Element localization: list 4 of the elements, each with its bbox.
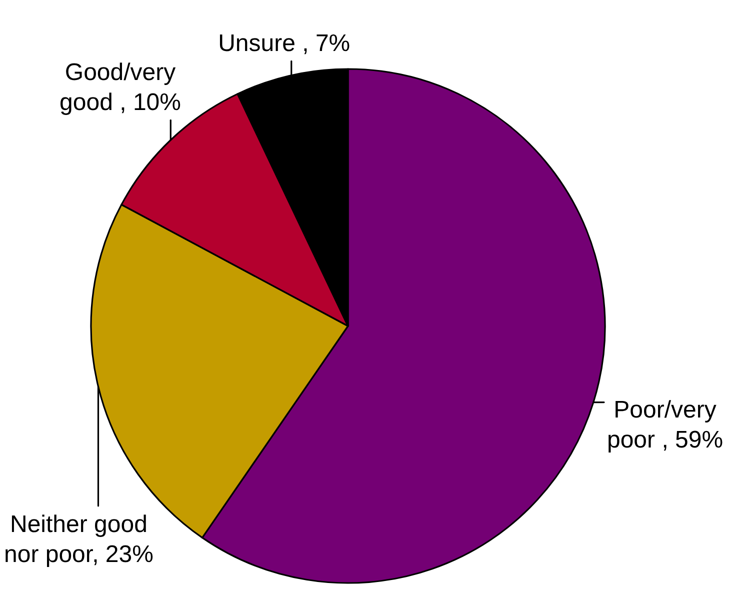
- slice-label: Neither good nor poor, 23%: [4, 510, 154, 568]
- slice-label: Poor/very poor , 59%: [606, 396, 724, 454]
- slice-label: Unsure , 7%: [218, 30, 350, 58]
- slice-label: Good/very good , 10%: [60, 59, 181, 116]
